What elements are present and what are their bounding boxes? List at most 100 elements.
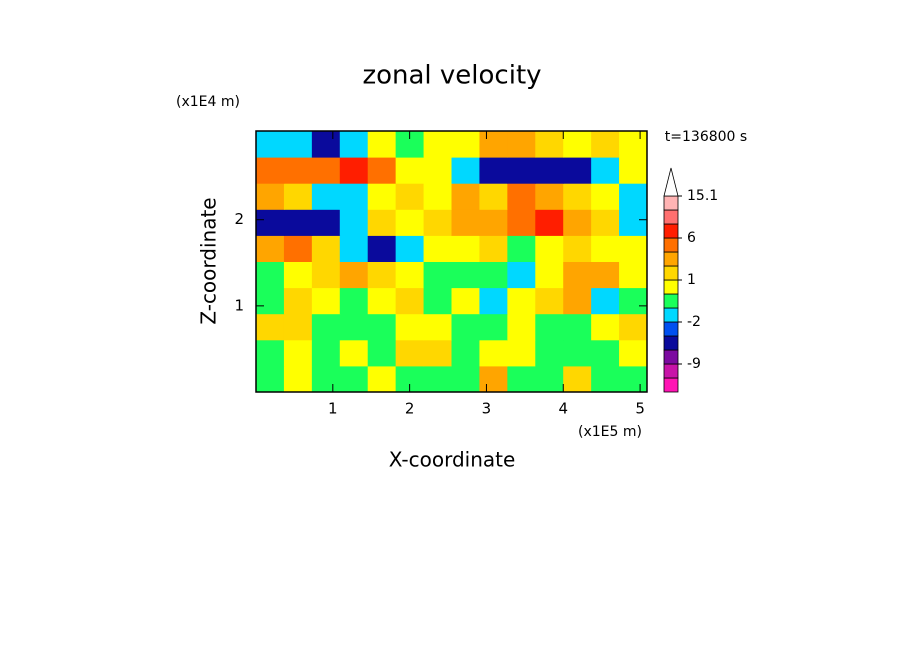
field-cell xyxy=(311,287,341,315)
field-cell xyxy=(619,131,648,158)
chart-title: zonal velocity xyxy=(362,61,541,91)
field-cell xyxy=(283,313,313,341)
colorbar-box xyxy=(663,209,679,225)
field-cell xyxy=(283,365,313,393)
y-axis-title: Z-coordinate xyxy=(197,197,221,324)
field-cell xyxy=(256,339,285,367)
x-tick-label: 4 xyxy=(558,400,568,418)
field-cell xyxy=(395,313,425,341)
field-cell xyxy=(367,235,397,262)
field-cell xyxy=(395,235,425,262)
colorbar-extension xyxy=(663,167,679,197)
field-cell xyxy=(367,339,397,367)
field-cell xyxy=(479,287,508,315)
field-cell xyxy=(451,131,480,158)
field-cell xyxy=(339,131,369,158)
field-cell xyxy=(395,287,425,315)
field-cell xyxy=(256,365,285,393)
field-cell xyxy=(563,365,592,393)
field-cell xyxy=(591,261,620,289)
field-cell xyxy=(479,209,508,236)
field-cell xyxy=(256,157,285,184)
field-cell xyxy=(563,183,592,210)
field-cell xyxy=(535,313,564,341)
field-cell xyxy=(451,209,480,236)
field-cell xyxy=(311,131,341,158)
field-cell xyxy=(563,287,592,315)
time-label: t=136800 s xyxy=(665,129,747,145)
colorbar-box xyxy=(663,349,679,365)
field-cell xyxy=(283,157,313,184)
field-cell xyxy=(563,131,592,158)
field-cell xyxy=(311,313,341,341)
field-cell xyxy=(535,157,564,184)
field-cell xyxy=(535,235,564,262)
colorbar-box xyxy=(663,195,679,211)
field-cell xyxy=(339,183,369,210)
x-tick-label: 1 xyxy=(328,400,338,418)
colorbar-box xyxy=(663,223,679,239)
colorbar-box xyxy=(663,335,679,351)
y-tick-label: 2 xyxy=(234,210,244,228)
field-cell xyxy=(591,209,620,236)
field-cell xyxy=(563,209,592,236)
field-cell xyxy=(339,339,369,367)
field-cell xyxy=(451,157,480,184)
colorbar-box xyxy=(663,279,679,295)
field-cell xyxy=(619,339,648,367)
field-cell xyxy=(451,183,480,210)
field-cell xyxy=(256,235,285,262)
field-cell xyxy=(339,261,369,289)
field-cell xyxy=(256,209,285,236)
field-cell xyxy=(619,313,648,341)
field-cell xyxy=(479,235,508,262)
field-cell xyxy=(339,313,369,341)
field-cell xyxy=(395,157,425,184)
field-cell xyxy=(423,157,452,184)
field-cell xyxy=(507,157,536,184)
field-cell xyxy=(591,235,620,262)
field-cell xyxy=(507,261,536,289)
field-cell xyxy=(591,365,620,393)
field-cell xyxy=(619,183,648,210)
field-cell xyxy=(479,157,508,184)
field-cell xyxy=(423,339,452,367)
field-cell xyxy=(591,131,620,158)
field-cell xyxy=(479,365,508,393)
field-cell xyxy=(283,209,313,236)
colorbar-tick-label: 6 xyxy=(687,230,696,246)
field-cell xyxy=(535,287,564,315)
x-scale-label: (x1E5 m) xyxy=(578,424,642,440)
field-cell xyxy=(619,209,648,236)
field-cell xyxy=(395,209,425,236)
field-cell xyxy=(423,261,452,289)
field-cell xyxy=(479,183,508,210)
field-cell xyxy=(311,157,341,184)
field-cell xyxy=(256,313,285,341)
colorbar-box xyxy=(663,363,679,379)
field-cell xyxy=(451,287,480,315)
field-cell xyxy=(563,339,592,367)
field-cell xyxy=(367,365,397,393)
field-cell xyxy=(423,235,452,262)
field-cell xyxy=(423,183,452,210)
field-cell xyxy=(339,365,369,393)
field-cell xyxy=(619,235,648,262)
colorbar-tick-label: -9 xyxy=(687,356,701,372)
x-axis-title: X-coordinate xyxy=(389,448,516,472)
field-cell xyxy=(311,235,341,262)
field-cell xyxy=(619,157,648,184)
field-cell xyxy=(311,183,341,210)
field-cell xyxy=(311,365,341,393)
field-cell xyxy=(535,261,564,289)
field-cell xyxy=(535,209,564,236)
x-tick-label: 5 xyxy=(635,400,645,418)
colorbar-box xyxy=(663,293,679,309)
field-cell xyxy=(256,261,285,289)
field-cell xyxy=(563,235,592,262)
x-tick-label: 2 xyxy=(405,400,415,418)
field-cell xyxy=(507,131,536,158)
colorbar-box xyxy=(663,265,679,281)
field-cell xyxy=(311,339,341,367)
